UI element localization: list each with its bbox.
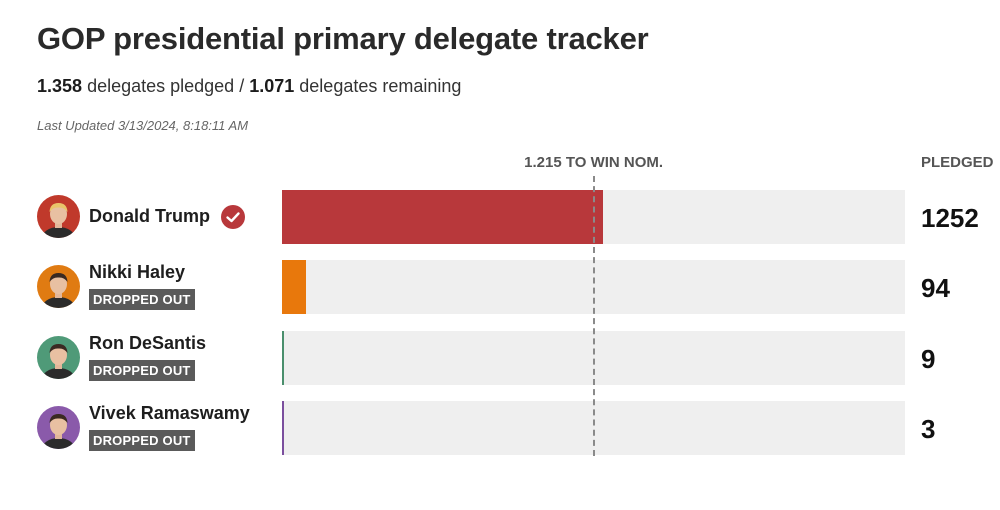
candidate-row-nikki-haley: Nikki Haley DROPPED OUT 94 <box>0 260 1000 314</box>
threshold-label: 1.215 TO WIN NOM. <box>524 154 664 171</box>
pledged-value-ron-desantis: 9 <box>921 344 936 374</box>
bar-nikki-haley <box>282 260 307 314</box>
candidate-name: Donald Trump <box>89 206 210 226</box>
candidate-avatar <box>37 406 80 449</box>
candidate-name: Vivek Ramaswamy <box>89 403 250 423</box>
dropped-out-badge: DROPPED OUT <box>89 430 195 451</box>
pledged-value-donald-trump: 1252 <box>921 203 979 233</box>
remaining-text: delegates remaining <box>299 76 462 96</box>
candidate-avatar <box>37 265 80 308</box>
pledged-value-nikki-haley: 94 <box>921 273 950 303</box>
candidate-row-donald-trump: Donald Trump 1252 <box>0 190 1000 244</box>
candidate-row-ron-desantis: Ron DeSantis DROPPED OUT 9 <box>0 331 1000 385</box>
bar-ron-desantis <box>282 331 285 385</box>
dropped-out-badge: DROPPED OUT <box>89 289 195 310</box>
dropped-out-badge: DROPPED OUT <box>89 360 195 381</box>
winner-check-icon <box>221 205 245 229</box>
last-updated: Last Updated 3/13/2024, 8:18:11 AM <box>37 118 249 133</box>
bar-vivek-ramaswamy <box>282 401 284 455</box>
threshold-line <box>592 176 595 456</box>
delegate-summary: 1.358 delegates pledged / 1.071 delegate… <box>37 76 461 97</box>
candidate-name: Nikki Haley <box>89 262 186 282</box>
pledged-text: delegates pledged / <box>87 76 245 96</box>
page-title: GOP presidential primary delegate tracke… <box>37 21 649 56</box>
candidate-avatar <box>37 336 80 379</box>
candidate-avatar <box>37 195 80 238</box>
candidate-name: Ron DeSantis <box>89 333 207 353</box>
pledged-value-vivek-ramaswamy: 3 <box>921 414 936 444</box>
candidate-row-vivek-ramaswamy: Vivek Ramaswamy DROPPED OUT 3 <box>0 401 1000 455</box>
pledged-count: 1.358 <box>37 76 83 96</box>
pledged-column-header: PLEDGED <box>921 154 994 171</box>
remaining-count: 1.071 <box>249 76 295 96</box>
bar-donald-trump <box>282 190 604 244</box>
